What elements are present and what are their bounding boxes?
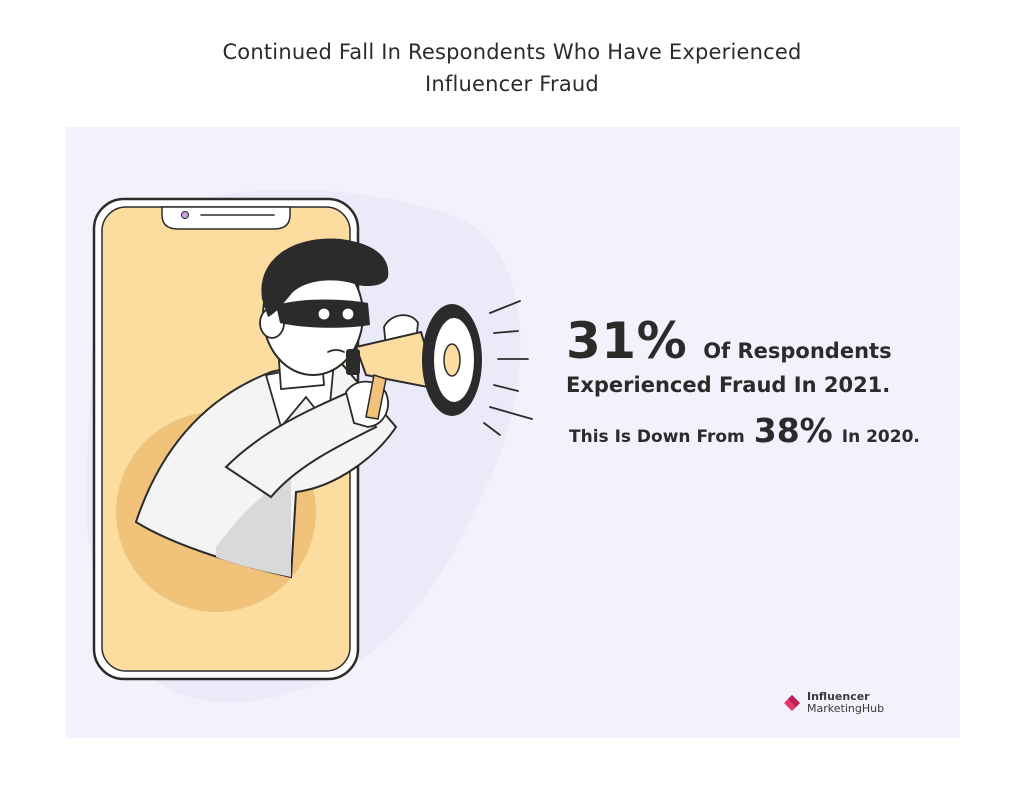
- infographic-panel: 31% Of Respondents Experienced Fraud In …: [66, 127, 960, 738]
- stat-line-3-suffix: In 2020.: [841, 427, 920, 447]
- logo-icon: [784, 695, 800, 711]
- phone-camera: [181, 211, 189, 219]
- fraudster-phone-illustration: [86, 189, 533, 703]
- hair: [261, 238, 389, 317]
- title-line-2: Influencer Fraud: [425, 72, 599, 96]
- megaphone-cone: [443, 343, 461, 377]
- stat-line-3-prefix: This Is Down From: [569, 427, 745, 447]
- logo-line-1: Influencer: [807, 690, 870, 703]
- brand-logo: Influencer MarketingHub: [782, 691, 884, 715]
- stat-value-2020: 38%: [753, 411, 833, 450]
- stat-value-2021: 31%: [566, 312, 688, 370]
- title-line-1: Continued Fall In Respondents Who Have E…: [222, 40, 802, 64]
- eye-left: [317, 307, 331, 321]
- logo-line-2: MarketingHub: [807, 702, 885, 715]
- mouth: [327, 349, 345, 353]
- sound-lines: [483, 300, 533, 436]
- stat-line-1: 31% Of Respondents: [566, 313, 956, 369]
- megaphone-mouthpiece: [346, 349, 360, 375]
- torso-shade: [216, 477, 291, 577]
- stat-line-3: This Is Down From 38% In 2020.: [566, 411, 956, 450]
- stat-line-2: Experienced Fraud In 2021.: [566, 373, 891, 397]
- chart-title: Continued Fall In Respondents Who Have E…: [0, 36, 1024, 100]
- statistic-block: 31% Of Respondents Experienced Fraud In …: [566, 313, 956, 450]
- eye-right: [341, 307, 355, 321]
- megaphone-handle: [365, 374, 387, 420]
- stat-line-1-text: Of Respondents: [703, 339, 892, 363]
- phone-notch: [161, 206, 291, 230]
